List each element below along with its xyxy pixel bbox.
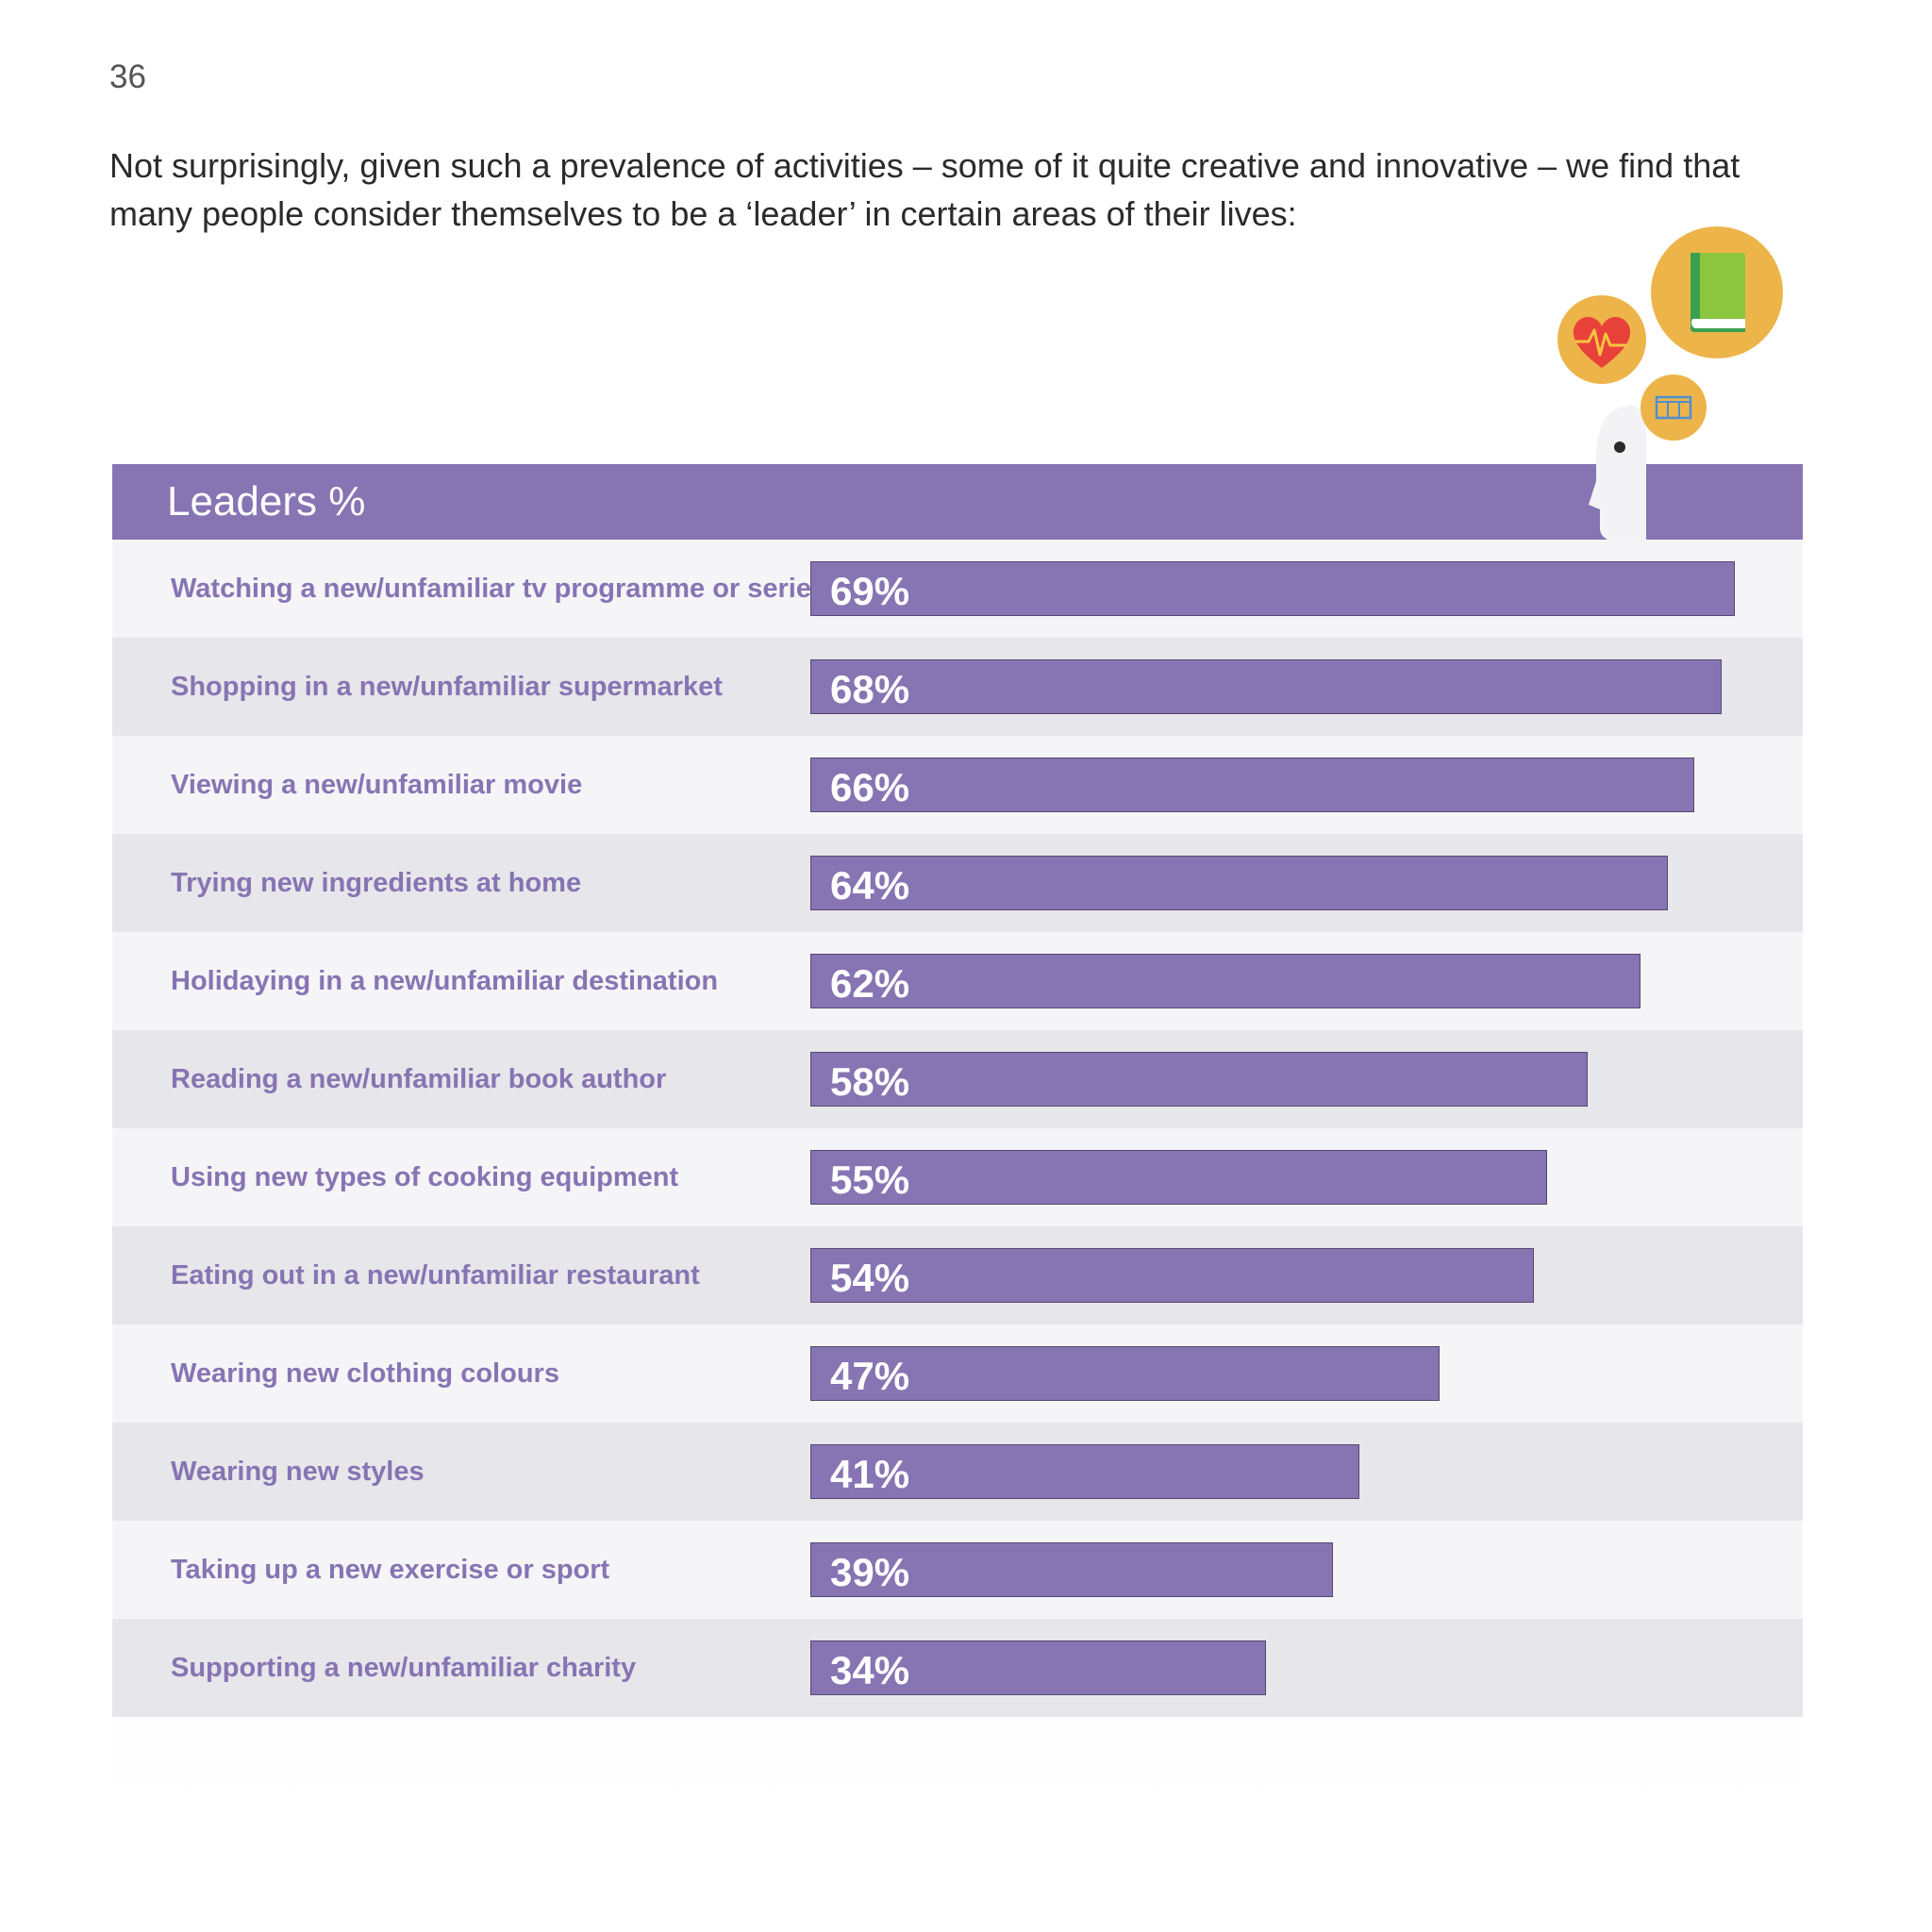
head-eye — [1614, 441, 1625, 453]
bar-value-label: 62% — [830, 961, 910, 1006]
category-label: Viewing a new/unfamiliar movie — [171, 770, 583, 800]
chart-row: Watching a new/unfamiliar tv programme o… — [112, 540, 1803, 638]
bar: 66% — [810, 758, 1694, 812]
heart-rate-icon — [1573, 316, 1631, 368]
category-label: Eating out in a new/unfamiliar restauran… — [171, 1260, 700, 1291]
chart-title: Leaders % — [167, 478, 366, 525]
bar: 41% — [810, 1444, 1359, 1499]
chart-row: Supporting a new/unfamiliar charity 34% — [112, 1619, 1803, 1717]
bar: 62% — [810, 954, 1641, 1008]
bar: 64% — [810, 856, 1668, 910]
bar-value-label: 54% — [830, 1256, 910, 1300]
head-silhouette-icon — [1589, 406, 1646, 542]
leaders-chart: Leaders % Watching a new/unfamiliar tv p… — [112, 464, 1803, 1932]
bar: 54% — [810, 1248, 1534, 1303]
category-label: Using new types of cooking equipment — [171, 1162, 679, 1192]
chart-row: Using new types of cooking equipment 55% — [112, 1128, 1803, 1226]
bar-value-label: 41% — [830, 1452, 910, 1496]
category-label: Shopping in a new/unfamiliar supermarket — [171, 672, 723, 702]
intro-paragraph: Not surprisingly, given such a prevalenc… — [109, 146, 1740, 233]
bar-value-label: 47% — [830, 1354, 910, 1398]
category-label: Supporting a new/unfamiliar charity — [171, 1653, 637, 1683]
bar: 68% — [810, 659, 1722, 714]
chart-row: Taking up a new exercise or sport 39% — [112, 1521, 1803, 1619]
bar-value-label: 34% — [830, 1648, 910, 1692]
bar-value-label: 69% — [830, 569, 910, 613]
category-label: Wearing new styles — [171, 1457, 425, 1487]
chart-row: Eating out in a new/unfamiliar restauran… — [112, 1226, 1803, 1324]
chart-row: Holidaying in a new/unfamiliar destinati… — [112, 932, 1803, 1030]
book-icon — [1690, 253, 1745, 332]
chart-row: Trying new ingredients at home 64% — [112, 834, 1803, 932]
chart-rows: Watching a new/unfamiliar tv programme o… — [112, 540, 1803, 1717]
leader-illustration — [1557, 226, 1783, 542]
bar-value-label: 39% — [830, 1550, 910, 1594]
category-label: Reading a new/unfamiliar book author — [171, 1064, 667, 1094]
chart-header: Leaders % — [112, 464, 1803, 540]
bar: 47% — [810, 1346, 1440, 1401]
bar-value-label: 66% — [830, 765, 910, 809]
category-label: Trying new ingredients at home — [171, 868, 582, 898]
bar-value-label: 64% — [830, 863, 910, 908]
chart-row: Shopping in a new/unfamiliar supermarket… — [112, 638, 1803, 736]
chart-row: Viewing a new/unfamiliar movie 66% — [112, 736, 1803, 834]
bar-value-label: 68% — [830, 667, 910, 711]
category-label: Wearing new clothing colours — [171, 1358, 559, 1389]
category-label: Taking up a new exercise or sport — [171, 1555, 610, 1585]
bar: 39% — [810, 1542, 1333, 1597]
chart-row: Reading a new/unfamiliar book author 58% — [112, 1030, 1803, 1128]
bar: 55% — [810, 1150, 1547, 1205]
chart-row: Wearing new styles 41% — [112, 1423, 1803, 1521]
chart-row: Wearing new clothing colours 47% — [112, 1324, 1803, 1423]
page-number: 36 — [109, 58, 146, 95]
bar: 58% — [810, 1052, 1588, 1107]
bar-value-label: 58% — [830, 1059, 910, 1104]
bar: 69% — [810, 561, 1735, 616]
bar: 34% — [810, 1641, 1266, 1695]
film-icon — [1655, 395, 1692, 420]
bar-value-label: 55% — [830, 1158, 910, 1202]
category-label: Watching a new/unfamiliar tv programme o… — [171, 574, 827, 604]
category-label: Holidaying in a new/unfamiliar destinati… — [171, 966, 719, 996]
